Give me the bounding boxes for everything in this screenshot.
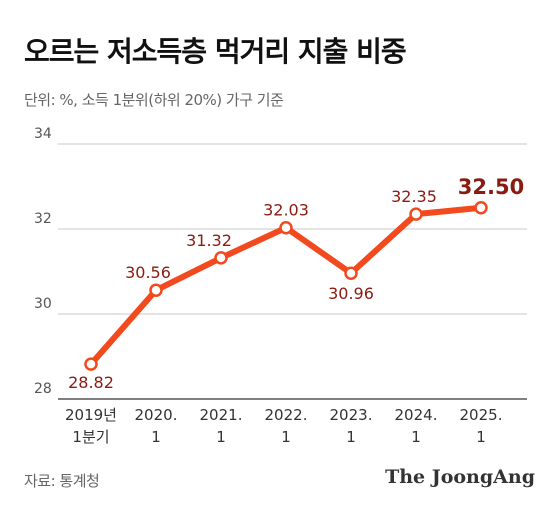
x-tick-label: 2020. 1 <box>135 406 178 446</box>
x-tick-label: 2021. 1 <box>200 406 243 446</box>
data-label: 32.03 <box>263 201 309 220</box>
y-tick-label: 28 <box>34 381 52 397</box>
x-tick-label: 2025. 1 <box>460 406 503 446</box>
y-tick-label: 34 <box>34 126 52 142</box>
data-label: 32.50 <box>458 175 524 199</box>
data-point <box>84 357 98 371</box>
chart-title: 오르는 저소득층 먹거리 지출 비중 <box>24 35 407 68</box>
data-label: 32.35 <box>391 187 437 206</box>
chart-subtitle: 단위: %, 소득 1분위(하위 20%) 가구 기준 <box>24 91 284 109</box>
y-tick-label: 32 <box>34 211 52 227</box>
data-label: 28.82 <box>68 373 114 392</box>
data-point <box>279 220 293 235</box>
data-label: 30.56 <box>125 263 171 282</box>
x-tick-label: 2024. 1 <box>395 406 438 446</box>
x-tick-label: 2023. 1 <box>330 406 373 446</box>
data-label: 30.96 <box>328 284 374 303</box>
data-point <box>214 251 228 265</box>
brand-logo: The JoongAng <box>385 466 535 488</box>
x-tick-label: 2022. 1 <box>265 406 308 446</box>
x-tick-label: 2019년 1분기 <box>65 406 117 446</box>
data-point <box>344 266 358 280</box>
data-label: 31.32 <box>186 231 232 250</box>
y-tick-label: 30 <box>34 296 52 312</box>
data-point <box>409 207 423 221</box>
data-point <box>149 283 163 297</box>
data-point <box>474 201 488 215</box>
source-note: 자료: 통계청 <box>24 472 100 490</box>
